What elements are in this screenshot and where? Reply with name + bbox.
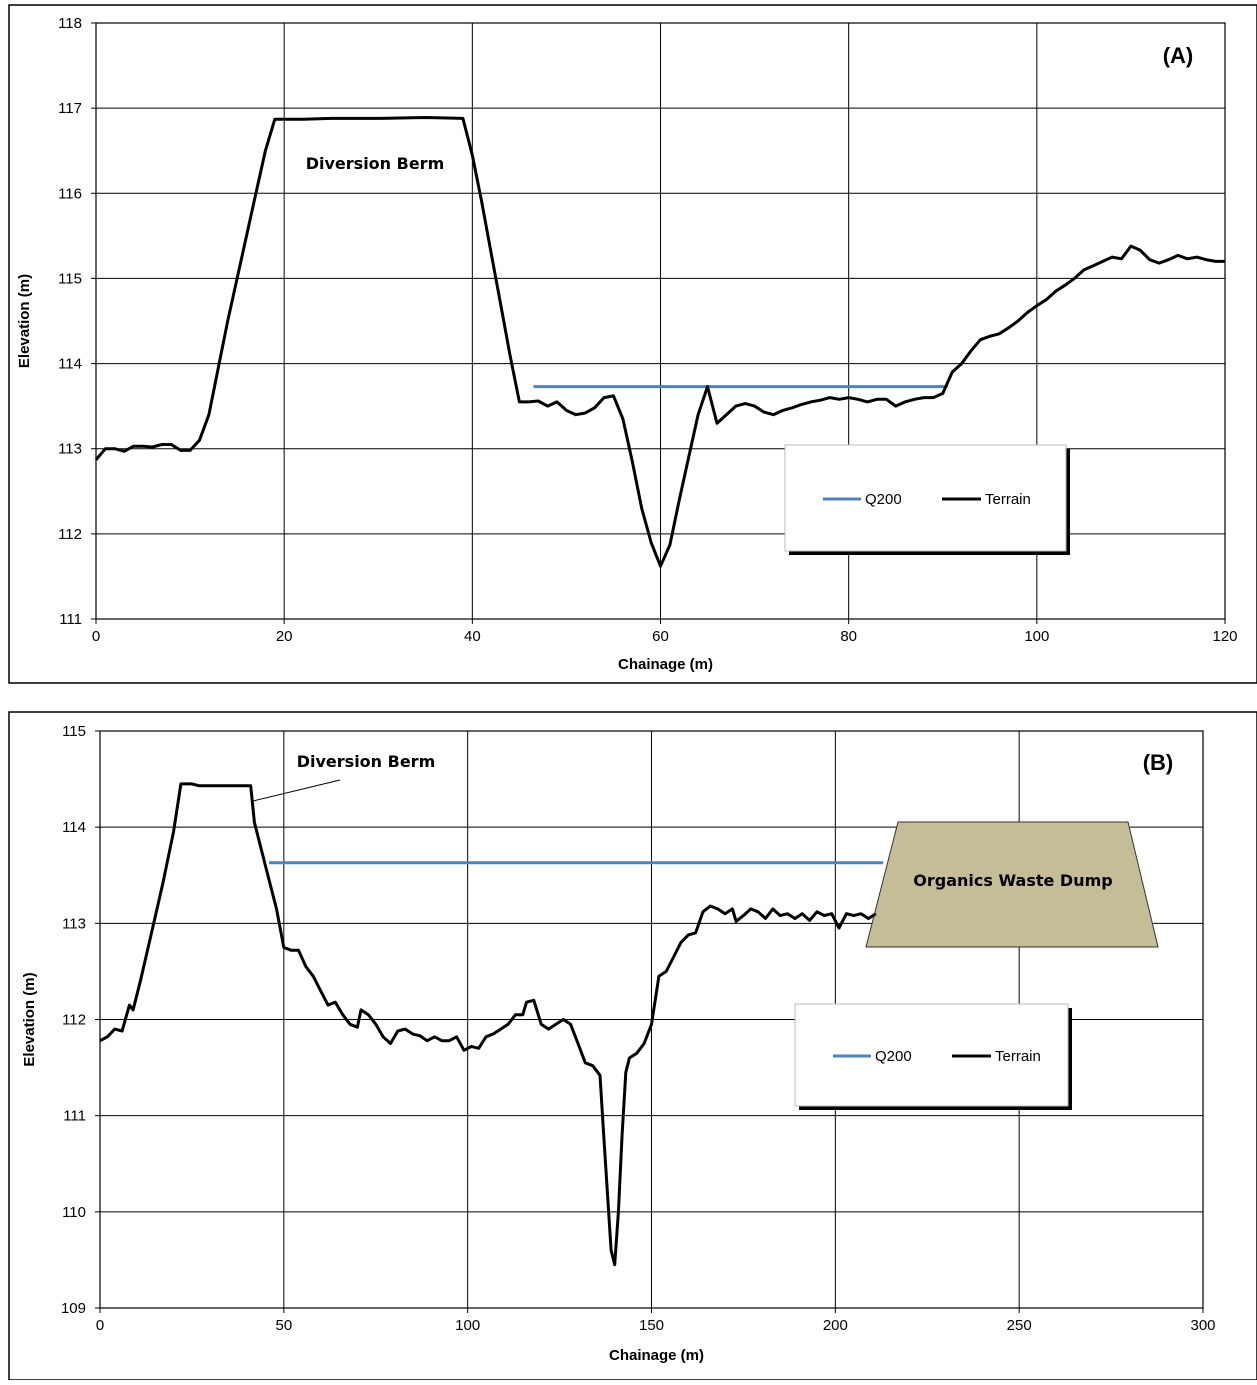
panel-a: 0 20 40 60 80 100 120 111 112 113 114 115 116 117 118 C… (8, 4, 1257, 684)
y-tick-label: 115 (62, 723, 86, 740)
organics-waste-dump-shape (865, 821, 1159, 948)
y-tick-label: 113 (62, 915, 86, 932)
panel-label: (B) (1143, 750, 1174, 775)
y-tick-label: 114 (62, 819, 86, 836)
series-line-terrain (99, 782, 877, 1267)
x-tick-label: 50 (275, 1317, 292, 1334)
x-tick-label: 120 (1212, 628, 1237, 645)
x-tick-label: 300 (1190, 1317, 1215, 1334)
x-tick-label: 250 (1007, 1317, 1032, 1334)
x-tick-label: 60 (652, 628, 669, 645)
legend-label-terrain: Terrain (995, 1048, 1041, 1065)
x-tick-label: 100 (1024, 628, 1049, 645)
x-axis-title: Chainage (m) (618, 656, 713, 673)
legend-label-q200: Q200 (875, 1048, 912, 1065)
panel-label: (A) (1163, 43, 1194, 68)
x-tick-label: 200 (823, 1317, 848, 1334)
y-tick-label: 109 (61, 1300, 86, 1317)
annotation-diversion-berm: Diversion Berm (306, 154, 445, 173)
y-tick-label: 118 (58, 15, 82, 32)
x-axis-title: Chainage (m) (609, 1347, 704, 1364)
x-tick-label: 150 (639, 1317, 664, 1334)
y-tick-label: 117 (58, 100, 82, 117)
y-tick-label: 113 (58, 441, 82, 458)
annotation-leader-line (252, 779, 341, 802)
y-axis-title: Elevation (m) (21, 972, 38, 1066)
plot-area-border (95, 22, 1226, 620)
y-tick-label: 111 (59, 611, 82, 628)
panel-b: 0 50 100 150 200 250 300 109 110 111 112 113 114 115 C… (8, 711, 1257, 1381)
annotation-organics-waste-dump: Organics Waste Dump (913, 871, 1112, 890)
x-tick-label: 0 (92, 628, 100, 645)
y-axis-title: Elevation (m) (16, 274, 33, 368)
x-tick-label: 20 (276, 628, 293, 645)
legend-label-q200: Q200 (865, 491, 902, 508)
x-tick-label: 100 (455, 1317, 480, 1334)
x-tick-label: 80 (840, 628, 857, 645)
y-tick-label: 112 (62, 1012, 86, 1029)
x-tick-label: 0 (96, 1317, 104, 1334)
panel-frame (8, 4, 1257, 684)
y-tick-label: 110 (62, 1204, 86, 1221)
y-tick-label: 116 (58, 185, 82, 202)
series-line-terrain (94, 116, 1225, 568)
x-tick-label: 40 (464, 628, 481, 645)
legend-label-terrain: Terrain (985, 491, 1031, 508)
y-tick-label: 115 (58, 270, 82, 287)
y-tick-label: 112 (58, 526, 82, 543)
annotation-diversion-berm: Diversion Berm (297, 752, 436, 771)
y-tick-label: 111 (63, 1108, 86, 1125)
y-tick-label: 114 (58, 356, 82, 373)
plot-area-border (99, 730, 1204, 1309)
